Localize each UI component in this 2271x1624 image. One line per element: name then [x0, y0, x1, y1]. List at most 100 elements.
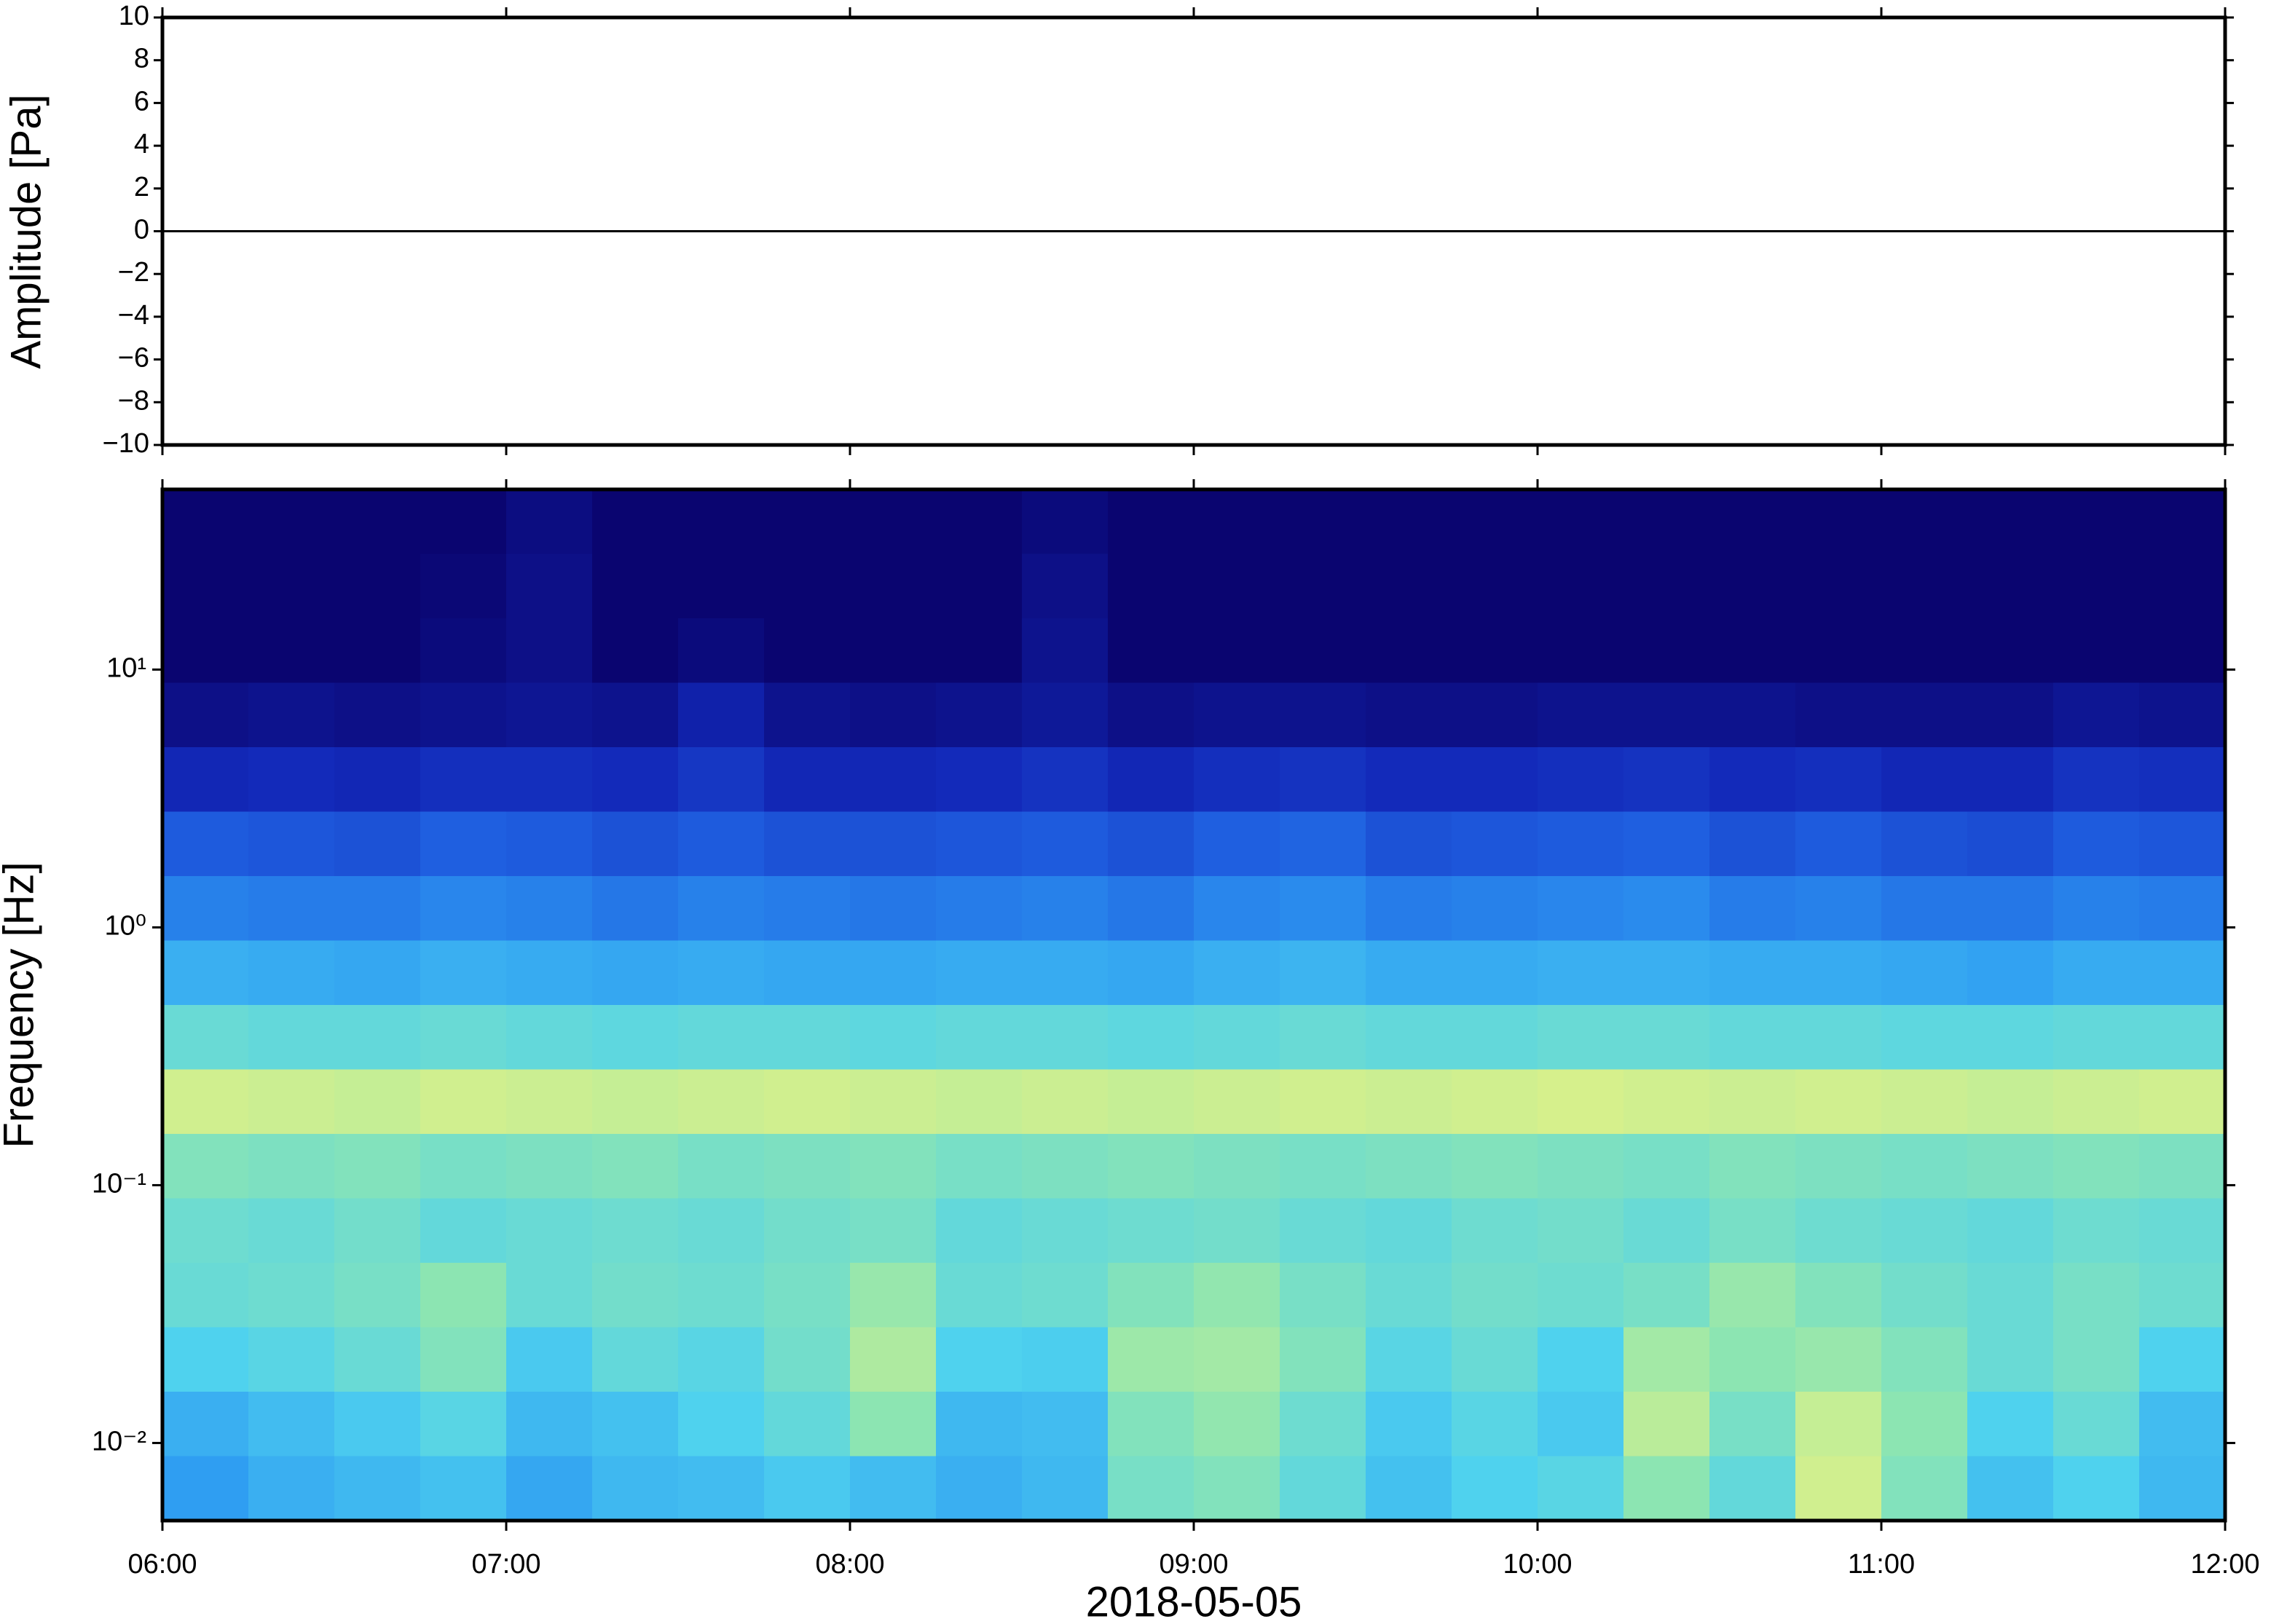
spectrogram-cell: [1452, 618, 1538, 684]
spectrogram-cell: [1108, 489, 1194, 555]
spectrogram-cell: [1881, 811, 1968, 877]
spectrogram-cell: [248, 1327, 335, 1392]
spectrogram-cell: [1623, 747, 1710, 813]
spectrogram-cell: [2139, 553, 2226, 619]
spectrogram-cell: [1538, 747, 1624, 813]
spectrogram-cell: [1366, 682, 1452, 748]
spectrogram-cell: [1022, 811, 1109, 877]
spectrogram-cell: [1881, 1134, 1968, 1199]
y-tick-label: −10: [103, 428, 149, 459]
spectrogram-cell: [162, 876, 249, 942]
spectrogram-cell: [2139, 1392, 2226, 1457]
spectrogram-cell: [420, 1005, 507, 1071]
spectrogram-cell: [2053, 489, 2140, 555]
spectrogram-cell: [1538, 811, 1624, 877]
spectrogram-cell: [936, 618, 1023, 684]
spectrogram-cell: [1022, 1327, 1109, 1392]
y-tick-label: 10¹: [106, 653, 146, 683]
spectrogram-cell: [1108, 1263, 1194, 1328]
spectrogram-cell: [1452, 1263, 1538, 1328]
spectrogram-cell: [1881, 940, 1968, 1006]
spectrogram-cell: [1538, 1327, 1624, 1392]
spectrogram-cell: [420, 553, 507, 619]
spectrogram-cell: [2053, 1263, 2140, 1328]
spectrogram-cell: [1366, 1005, 1452, 1071]
spectrogram-cell: [506, 618, 593, 684]
spectrogram-cell: [2053, 618, 2140, 684]
spectrogram-cell: [248, 618, 335, 684]
spectrogram-cell: [1881, 747, 1968, 813]
spectrogram-cell: [1709, 1198, 1796, 1264]
spectrogram-cell: [1280, 1198, 1366, 1264]
spectrogram-cell: [1022, 1198, 1109, 1264]
spectrogram-cell: [506, 1263, 593, 1328]
spectrogram-cell: [1795, 1263, 1882, 1328]
spectrogram-cell: [1366, 940, 1452, 1006]
spectrogram-cell: [1623, 489, 1710, 555]
spectrogram-cell: [1623, 682, 1710, 748]
spectrogram-cell: [1194, 811, 1280, 877]
spectrogram-cell: [1108, 1456, 1194, 1521]
spectrogram-cell: [1623, 1198, 1710, 1264]
spectrogram-cell: [1366, 553, 1452, 619]
spectrogram-cell: [592, 1456, 679, 1521]
spectrogram-cell: [2139, 682, 2226, 748]
spectrogram-cell: [1108, 1069, 1194, 1135]
spectrogram-cell: [678, 1198, 765, 1264]
y-tick-label: 10⁰: [104, 910, 146, 941]
spectrogram-cell: [334, 489, 421, 555]
spectrogram-cell: [1538, 1392, 1624, 1457]
spectrogram-cell: [592, 811, 679, 877]
spectrogram-cell: [764, 1198, 851, 1264]
spectrogram-cell: [592, 1069, 679, 1135]
spectrogram-cell: [1022, 940, 1109, 1006]
spectrogram-cell: [2053, 1069, 2140, 1135]
spectrogram-cell: [1452, 1392, 1538, 1457]
spectrogram-cell: [506, 1005, 593, 1071]
spectrogram-cell: [2053, 940, 2140, 1006]
spectrogram-cell: [506, 1134, 593, 1199]
x-tick-label: 09:00: [1159, 1549, 1228, 1580]
spectrogram-cell: [162, 1069, 249, 1135]
spectrogram-cell: [1022, 1134, 1109, 1199]
spectrogram-cell: [248, 1134, 335, 1199]
spectrogram-cell: [248, 1198, 335, 1264]
spectrogram-cell: [1967, 489, 2054, 555]
spectrogram-cell: [1881, 1327, 1968, 1392]
spectrogram-cell: [764, 1263, 851, 1328]
spectrogram-cell: [1108, 1005, 1194, 1071]
spectrogram-cell: [2139, 1069, 2226, 1135]
spectrogram-cell: [1022, 682, 1109, 748]
spectrogram-cell: [1881, 1263, 1968, 1328]
spectrogram-cell: [1538, 682, 1624, 748]
y-tick-label: 2: [134, 172, 149, 202]
spectrogram-cell: [1538, 618, 1624, 684]
spectrogram-cell: [1623, 1069, 1710, 1135]
spectrogram-cell: [420, 747, 507, 813]
spectrogram-cell: [764, 876, 851, 942]
spectrogram-cell: [162, 1263, 249, 1328]
spectrogram-cell: [850, 553, 937, 619]
spectrogram-cell: [936, 1392, 1023, 1457]
spectrogram-cell: [1108, 940, 1194, 1006]
spectrogram-cell: [764, 553, 851, 619]
spectrogram-cell: [1709, 1263, 1796, 1328]
spectrogram-cell: [420, 1069, 507, 1135]
spectrogram-cell: [1538, 489, 1624, 555]
spectrogram-cell: [2139, 811, 2226, 877]
spectrogram-cell: [850, 1134, 937, 1199]
spectrogram-cell: [592, 682, 679, 748]
spectrogram-cell: [678, 876, 765, 942]
y-tick-label: 0: [134, 215, 149, 245]
spectrogram-cell: [1795, 940, 1882, 1006]
spectrogram-cell: [850, 1392, 937, 1457]
x-tick-label: 12:00: [2190, 1549, 2259, 1580]
spectrogram-cell: [420, 1134, 507, 1199]
spectrogram-cell: [1967, 811, 2054, 877]
spectrogram-cell: [1452, 747, 1538, 813]
spectrogram-cell: [2053, 811, 2140, 877]
spectrogram-cell: [420, 1198, 507, 1264]
spectrogram-cell: [1366, 1327, 1452, 1392]
spectrogram-cell: [1022, 1005, 1109, 1071]
